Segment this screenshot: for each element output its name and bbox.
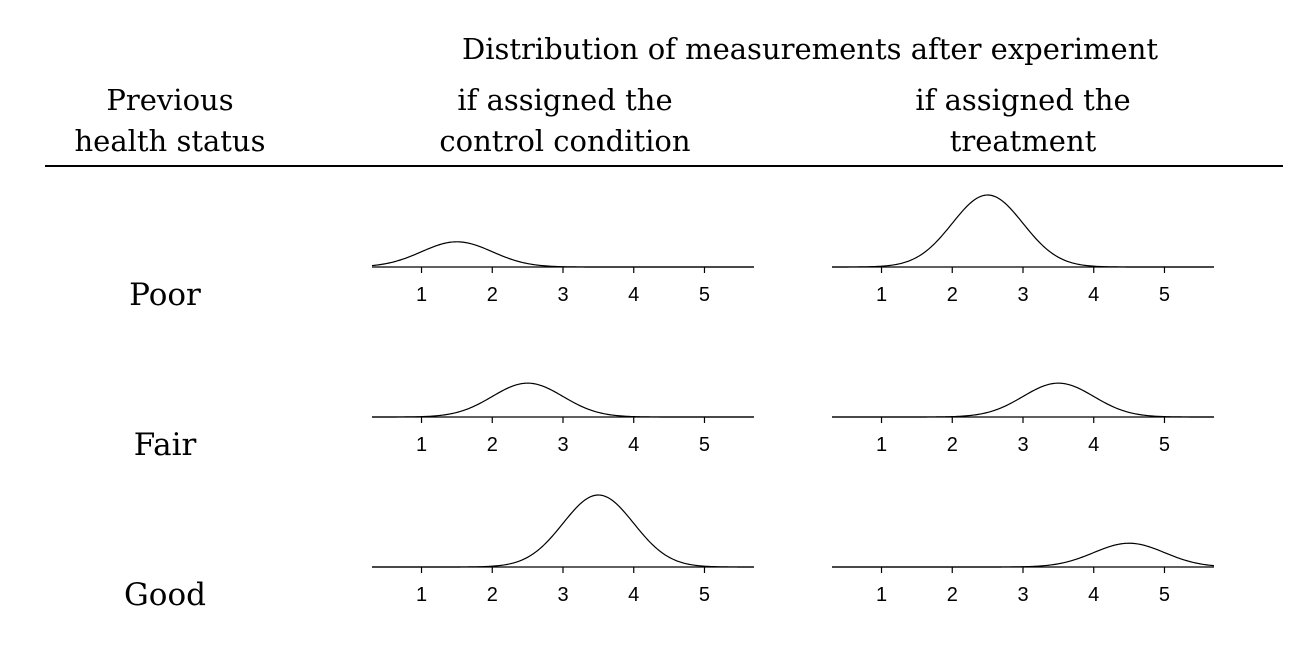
column-header-treatment-line2: treatment [949,124,1097,158]
x-tick-label: 2 [947,284,958,306]
density-curve [832,542,1215,568]
density-panel-poor-treatment: 1 2 3 4 5 [831,194,1214,306]
column-header-control-line1: if assigned the [457,83,673,117]
density-curve [832,382,1214,418]
row-label-fair: Fair [133,427,197,463]
density-curve [372,382,754,418]
x-tick-label: 2 [947,584,958,606]
x-tick-label: 1 [876,584,887,606]
x-tick-label: 3 [557,584,568,606]
density-panel-good-treatment: 1 2 3 4 5 [832,542,1215,606]
x-tick-label: 3 [557,284,568,306]
x-tick-label: 2 [487,284,498,306]
x-tick-label: 1 [416,434,427,456]
column-header-health-status: health status [74,124,266,158]
column-header-treatment-line1: if assigned the [915,83,1131,117]
x-tick-label: 3 [1017,434,1028,456]
x-tick-label: 4 [628,584,639,606]
density-curve [371,241,754,268]
x-tick-label: 5 [1159,284,1170,306]
x-tick-label: 5 [699,284,710,306]
x-tick-label: 4 [1088,434,1099,456]
x-tick-label: 2 [947,434,958,456]
x-tick-label: 5 [1159,584,1170,606]
x-tick-label: 4 [1088,584,1099,606]
density-panel-fair-control: 1 2 3 4 5 [372,382,754,456]
x-tick-label: 2 [487,434,498,456]
row-label-good: Good [124,577,206,613]
x-tick-label: 3 [1017,284,1028,306]
column-header-control-line2: control condition [439,124,691,158]
x-tick-label: 4 [1088,284,1099,306]
density-panel-poor-control: 1 2 3 4 5 [371,241,754,306]
x-tick-label: 5 [699,584,710,606]
x-tick-label: 3 [1017,584,1028,606]
column-header-previous: Previous [106,83,234,117]
x-tick-label: 1 [876,434,887,456]
x-tick-label: 5 [1159,434,1170,456]
x-tick-label: 4 [628,434,639,456]
x-tick-label: 1 [416,284,427,306]
x-tick-label: 5 [699,434,710,456]
density-panel-fair-treatment: 1 2 3 4 5 [832,382,1214,456]
row-label-poor: Poor [129,277,201,313]
x-tick-label: 2 [487,584,498,606]
density-panel-good-control: 1 2 3 4 5 [372,494,755,606]
super-title: Distribution of measurements after exper… [461,32,1159,66]
x-tick-label: 3 [557,434,568,456]
x-tick-label: 4 [628,284,639,306]
density-curve [372,494,755,568]
density-curve [831,194,1214,268]
x-tick-label: 1 [876,284,887,306]
x-tick-label: 1 [416,584,427,606]
